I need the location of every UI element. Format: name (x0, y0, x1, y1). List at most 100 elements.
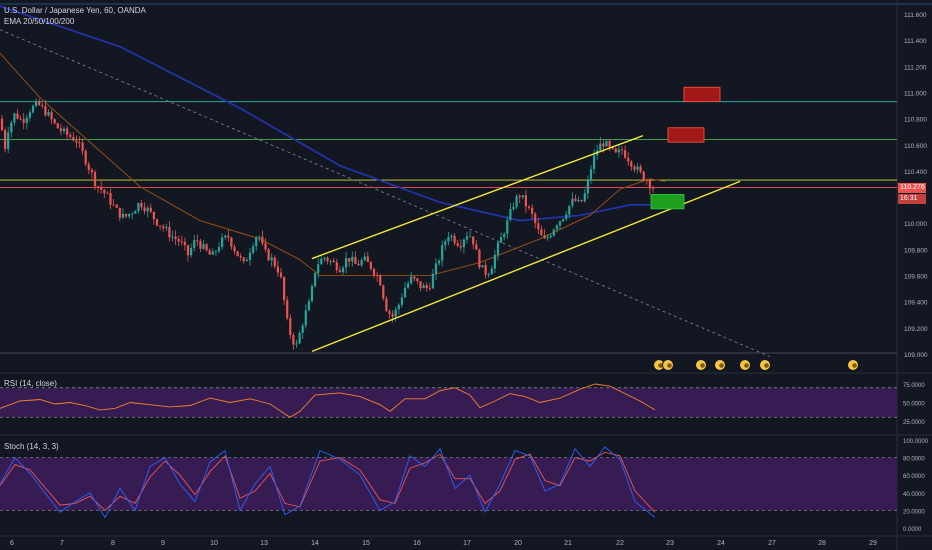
candle-body (245, 260, 248, 262)
candle (205, 243, 208, 252)
candle (372, 267, 376, 279)
candle (174, 230, 177, 245)
candle-body (456, 243, 459, 246)
candle-body (357, 263, 360, 266)
candle-body (279, 272, 283, 278)
candle-body (496, 242, 500, 255)
candle-body (28, 112, 31, 118)
candle-body (233, 246, 236, 252)
candle (28, 109, 31, 122)
candle-body (459, 245, 462, 248)
candle-body (298, 332, 301, 344)
candle (642, 170, 645, 182)
candle (168, 221, 171, 242)
candle-body (25, 117, 28, 123)
time-tick-label: 10 (210, 540, 218, 547)
candle (236, 251, 239, 257)
candle (286, 296, 289, 321)
price-tick-label: 111.600 (904, 12, 927, 19)
candle-body (472, 236, 475, 245)
candle (292, 332, 295, 350)
candle-body (444, 241, 447, 246)
candle (568, 205, 571, 219)
price-tick-label: 111.400 (904, 38, 927, 45)
candle-body (580, 199, 583, 202)
candle (360, 257, 363, 268)
candle (475, 240, 478, 250)
candle (441, 240, 444, 267)
candle (165, 223, 168, 231)
candle (270, 253, 273, 267)
candle-body (410, 276, 413, 284)
time-tick-label: 27 (768, 540, 776, 547)
candle-body (450, 235, 453, 238)
candle-body (261, 236, 264, 244)
candle-body (320, 258, 323, 265)
candle-body (53, 119, 56, 124)
candle (193, 235, 196, 252)
candle (13, 112, 16, 126)
time-tick-label: 13 (260, 540, 268, 547)
candle (78, 136, 81, 149)
candle (162, 223, 165, 232)
candle-body (651, 188, 655, 190)
candle (543, 228, 546, 240)
candle-body (351, 256, 354, 262)
candle-body (611, 146, 614, 149)
candle-body (115, 204, 118, 208)
stoch-tick-label: 20.0000 (903, 509, 925, 515)
candle-body (183, 241, 186, 246)
candle-body (413, 276, 416, 279)
candle-body (382, 285, 385, 299)
price-tick-label: 109.400 (904, 300, 928, 307)
candle (75, 135, 78, 149)
candle (555, 223, 558, 233)
candle-body (137, 203, 140, 212)
candle (624, 145, 627, 159)
candle-body (270, 257, 273, 261)
candle (134, 209, 137, 214)
candle (589, 164, 593, 184)
candle-body (242, 257, 245, 262)
stoch-legend[interactable]: Stoch (14, 3, 3) (4, 442, 59, 451)
event-icon-core (719, 363, 724, 368)
time-tick-label: 6 (10, 540, 14, 547)
price-tick-label: 110.600 (904, 143, 927, 150)
candle (128, 213, 131, 219)
candle (202, 239, 205, 250)
candle-body (50, 112, 53, 120)
candle (196, 234, 199, 246)
candle (453, 232, 456, 246)
candle (338, 266, 341, 273)
candle-body (323, 257, 326, 259)
candle-body (537, 223, 540, 230)
candle (22, 112, 25, 130)
candle-body (469, 236, 472, 238)
candle (329, 259, 332, 266)
candle (379, 273, 382, 286)
candle-body (146, 207, 149, 212)
event-marker (847, 359, 859, 371)
candle-body (196, 240, 199, 242)
price-tick-label: 110.000 (904, 221, 927, 228)
candle-body (360, 260, 363, 266)
dashed-trend-line (0, 29, 771, 358)
candle-body (124, 213, 128, 217)
candle (323, 256, 326, 262)
candle-body (289, 318, 292, 335)
candle (171, 230, 174, 242)
candle (490, 265, 493, 275)
rsi-legend[interactable]: RSI (14, close) (4, 379, 57, 388)
candle-body (143, 207, 146, 212)
event-icon-core (700, 363, 705, 368)
candle-body (103, 189, 106, 193)
candle-body (248, 252, 252, 261)
rsi-line (0, 383, 656, 418)
candle (565, 210, 568, 222)
candle-body (310, 285, 314, 302)
candle (599, 137, 602, 151)
ema-legend[interactable]: EMA 20/50/100/200 (4, 17, 75, 26)
candle-body (177, 239, 180, 242)
candle (562, 218, 565, 223)
